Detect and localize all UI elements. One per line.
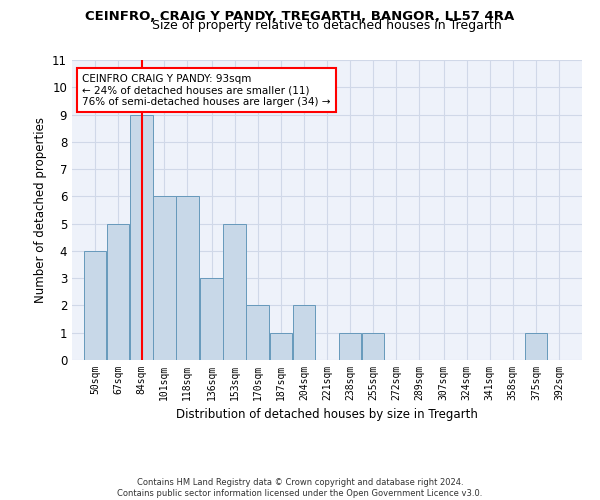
X-axis label: Distribution of detached houses by size in Tregarth: Distribution of detached houses by size … xyxy=(176,408,478,422)
Title: Size of property relative to detached houses in Tregarth: Size of property relative to detached ho… xyxy=(152,20,502,32)
Bar xyxy=(293,306,315,360)
Text: CEINFRO, CRAIG Y PANDY, TREGARTH, BANGOR, LL57 4RA: CEINFRO, CRAIG Y PANDY, TREGARTH, BANGOR… xyxy=(85,10,515,23)
Bar xyxy=(362,332,385,360)
Bar xyxy=(339,332,361,360)
Bar xyxy=(269,332,292,360)
Bar xyxy=(84,251,106,360)
Bar xyxy=(524,332,547,360)
Text: Contains HM Land Registry data © Crown copyright and database right 2024.
Contai: Contains HM Land Registry data © Crown c… xyxy=(118,478,482,498)
Bar xyxy=(176,196,199,360)
Bar xyxy=(153,196,176,360)
Bar xyxy=(130,114,152,360)
Text: CEINFRO CRAIG Y PANDY: 93sqm
← 24% of detached houses are smaller (11)
76% of se: CEINFRO CRAIG Y PANDY: 93sqm ← 24% of de… xyxy=(82,74,331,106)
Bar xyxy=(107,224,130,360)
Bar xyxy=(200,278,223,360)
Bar xyxy=(247,306,269,360)
Y-axis label: Number of detached properties: Number of detached properties xyxy=(34,117,47,303)
Bar xyxy=(223,224,246,360)
